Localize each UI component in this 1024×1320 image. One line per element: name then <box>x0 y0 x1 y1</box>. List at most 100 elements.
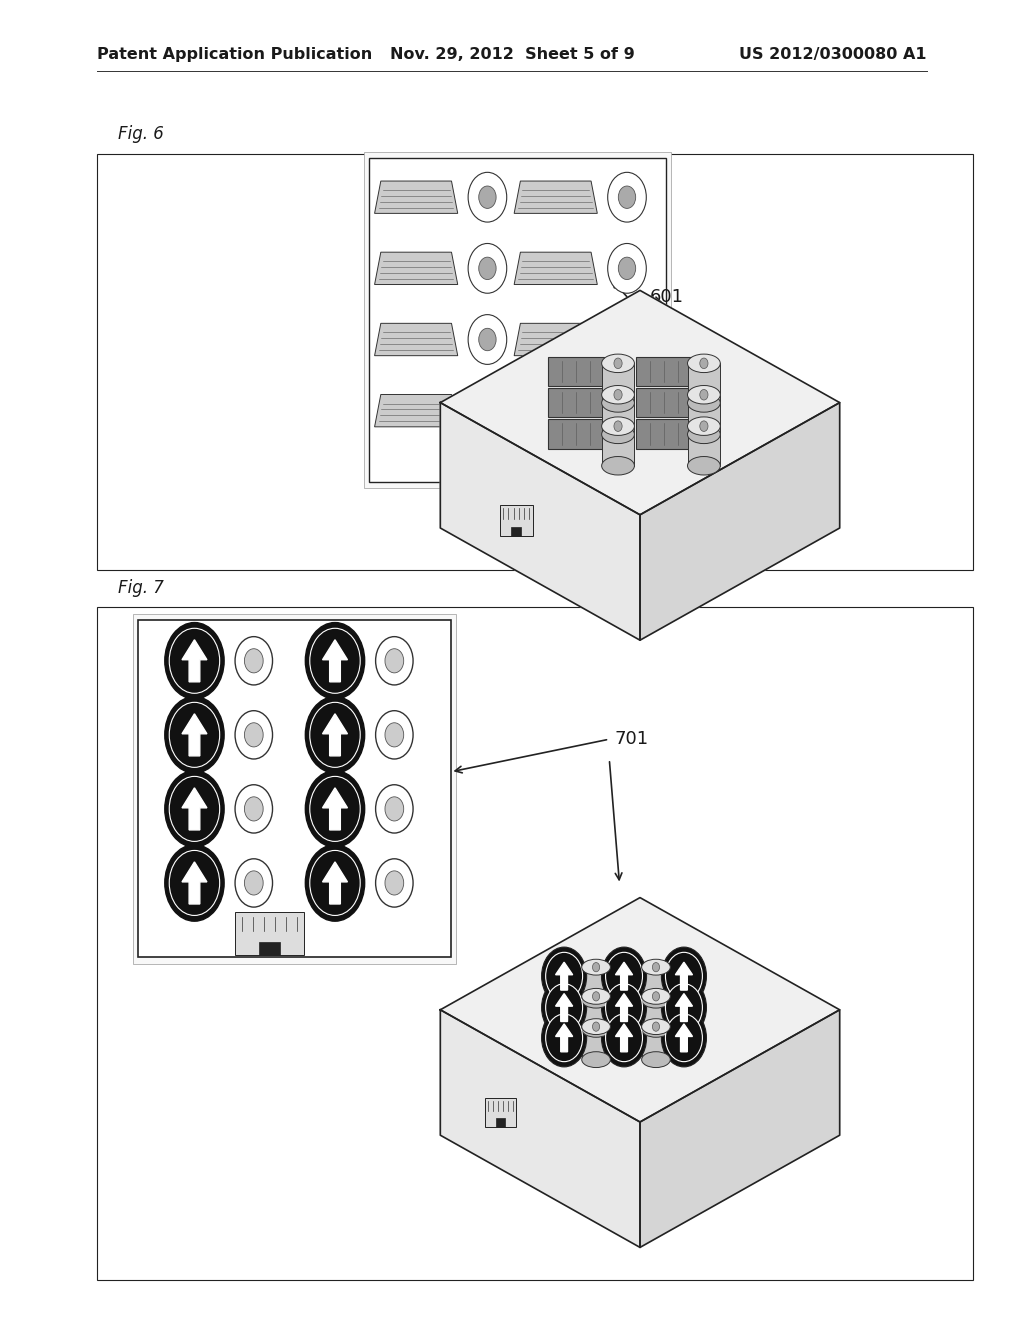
Circle shape <box>601 1008 646 1067</box>
Ellipse shape <box>642 989 671 1005</box>
Polygon shape <box>323 714 347 756</box>
Polygon shape <box>323 788 347 830</box>
Bar <box>642 997 671 1030</box>
Circle shape <box>607 385 646 436</box>
Bar <box>582 1027 610 1060</box>
Circle shape <box>385 797 403 821</box>
Circle shape <box>190 804 198 813</box>
Polygon shape <box>440 403 640 640</box>
Ellipse shape <box>582 1022 610 1038</box>
Circle shape <box>607 243 646 293</box>
Circle shape <box>305 623 365 700</box>
Polygon shape <box>556 994 572 1022</box>
Circle shape <box>699 358 708 368</box>
Circle shape <box>546 983 583 1031</box>
Circle shape <box>542 1008 587 1067</box>
Bar <box>236 912 304 956</box>
Bar <box>97 607 973 1280</box>
Polygon shape <box>323 640 347 682</box>
Bar <box>485 1098 515 1127</box>
Circle shape <box>479 186 496 209</box>
Circle shape <box>332 730 339 739</box>
Circle shape <box>305 771 365 847</box>
Circle shape <box>310 702 360 767</box>
Polygon shape <box>375 252 458 285</box>
Circle shape <box>332 878 339 887</box>
Circle shape <box>699 421 708 432</box>
Circle shape <box>165 771 224 847</box>
Circle shape <box>479 400 496 422</box>
Circle shape <box>479 329 496 351</box>
Bar <box>364 152 671 488</box>
Circle shape <box>169 850 220 916</box>
Bar <box>602 363 635 403</box>
Circle shape <box>607 314 646 364</box>
Circle shape <box>385 871 403 895</box>
Text: 701: 701 <box>614 730 648 748</box>
Ellipse shape <box>687 354 720 372</box>
Polygon shape <box>615 962 633 990</box>
Circle shape <box>169 702 220 767</box>
Circle shape <box>699 389 708 400</box>
Circle shape <box>332 804 339 813</box>
Circle shape <box>376 710 413 759</box>
Circle shape <box>601 948 646 1006</box>
Circle shape <box>190 730 198 739</box>
Circle shape <box>165 697 224 774</box>
Circle shape <box>593 991 600 1001</box>
Circle shape <box>593 1022 600 1031</box>
Ellipse shape <box>642 993 671 1008</box>
Text: Nov. 29, 2012  Sheet 5 of 9: Nov. 29, 2012 Sheet 5 of 9 <box>389 46 635 62</box>
Polygon shape <box>615 1024 633 1052</box>
Circle shape <box>169 628 220 693</box>
Bar <box>500 504 532 536</box>
Ellipse shape <box>602 393 635 412</box>
Circle shape <box>666 952 702 1001</box>
Circle shape <box>542 948 587 1006</box>
Polygon shape <box>375 181 458 214</box>
Ellipse shape <box>602 354 635 372</box>
Polygon shape <box>514 395 597 426</box>
Circle shape <box>190 878 198 887</box>
Polygon shape <box>514 323 597 355</box>
Bar <box>582 997 610 1030</box>
Polygon shape <box>514 252 597 285</box>
Circle shape <box>593 962 600 972</box>
Polygon shape <box>615 994 633 1022</box>
Circle shape <box>245 797 263 821</box>
Bar <box>496 1118 505 1127</box>
Circle shape <box>666 1014 702 1061</box>
Polygon shape <box>556 962 572 990</box>
Ellipse shape <box>602 457 635 475</box>
Bar <box>548 388 604 417</box>
Circle shape <box>376 784 413 833</box>
Circle shape <box>236 636 272 685</box>
Circle shape <box>245 648 263 673</box>
Polygon shape <box>676 1024 692 1052</box>
Polygon shape <box>323 862 347 904</box>
Bar <box>449 438 514 480</box>
Ellipse shape <box>582 1019 610 1035</box>
Bar <box>548 420 604 449</box>
Circle shape <box>165 845 224 921</box>
Ellipse shape <box>582 989 610 1005</box>
Circle shape <box>376 636 413 685</box>
Circle shape <box>190 656 198 665</box>
Bar <box>636 420 692 449</box>
Bar <box>133 614 456 964</box>
Circle shape <box>245 723 263 747</box>
Text: Fig. 6: Fig. 6 <box>118 124 164 143</box>
Circle shape <box>652 991 659 1001</box>
Circle shape <box>652 1022 659 1031</box>
Polygon shape <box>676 994 692 1022</box>
Polygon shape <box>440 898 840 1122</box>
Circle shape <box>618 400 636 422</box>
Circle shape <box>310 776 360 841</box>
Bar <box>687 395 720 434</box>
Circle shape <box>546 952 583 1001</box>
Circle shape <box>385 723 403 747</box>
Polygon shape <box>182 714 207 756</box>
Circle shape <box>614 358 623 368</box>
Ellipse shape <box>582 993 610 1008</box>
Circle shape <box>607 173 646 222</box>
